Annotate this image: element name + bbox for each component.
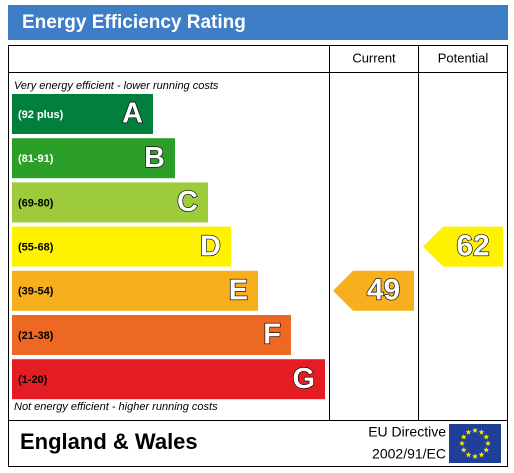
footer-frame [8,420,508,467]
flag-star [485,440,491,446]
flag-star [465,429,472,435]
flag-star [460,434,467,440]
band-bar [12,315,291,355]
band-range: (1-20) [18,374,48,386]
current-label: 49 [367,274,400,307]
flag-star [465,451,472,458]
band-bar [12,182,208,223]
band-bar [12,138,175,179]
band-bar [12,270,258,311]
top-note: Very energy efficient - lower running co… [14,80,219,92]
band-letter: D [200,230,221,262]
band-range: (21-38) [18,330,54,342]
band-letter: E [229,274,248,306]
band-bar [12,226,231,267]
band-range: (55-68) [18,242,54,254]
flag-star [472,427,478,433]
band-range: (69-80) [18,197,54,209]
eu-flag [449,424,501,463]
flag-star [478,451,485,458]
title: Energy Efficiency Rating [22,12,246,33]
band-bar [12,359,325,400]
flag-star [460,447,467,453]
flag-star [483,434,490,440]
potential-header: Potential [438,50,489,65]
band-letter: F [263,319,281,351]
band-letter: B [144,142,165,174]
title-bar [8,5,508,40]
band-letter: C [177,186,198,218]
band-letter: A [122,98,143,130]
flag-star [459,440,465,446]
band-letter: G [292,363,315,395]
potential-label: 62 [456,230,489,263]
band-bar [12,94,153,134]
flag-star [478,429,485,435]
directive: EU Directive [368,424,446,440]
current-header: Current [352,50,396,65]
region: England & Wales [20,429,198,454]
directive: 2002/91/EC [372,446,446,462]
band-range: (81-91) [18,153,54,165]
bottom-note: Not energy efficient - higher running co… [14,401,218,413]
potential-arrow [423,226,503,267]
flag-star [472,453,478,459]
band-range: (92 plus) [18,109,64,121]
band-range: (39-54) [18,286,54,298]
flag-star [483,447,490,453]
current-arrow [333,270,414,311]
